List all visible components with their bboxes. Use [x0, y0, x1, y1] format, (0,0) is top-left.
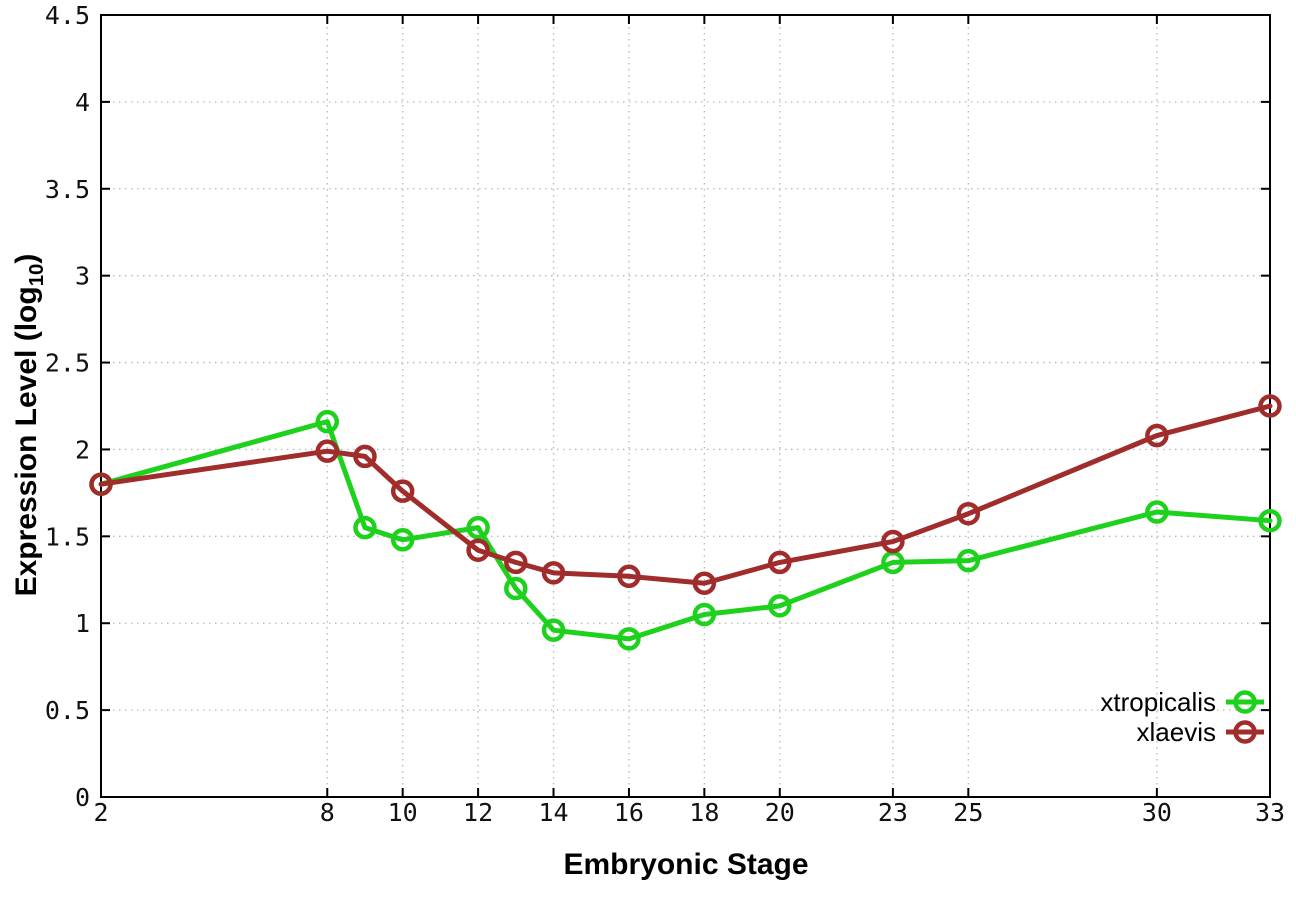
y-tick-label: 0 [75, 783, 90, 812]
legend-marker-xtropicalis [1233, 690, 1257, 714]
y-tick-label: 3.5 [45, 175, 90, 204]
x-tick-label: 25 [953, 798, 983, 827]
data-point-xtropicalis [1258, 508, 1282, 533]
data-point-xlaevis [353, 444, 377, 469]
y-tick-label: 4.5 [45, 1, 90, 30]
x-tick-label: 2 [93, 798, 108, 827]
x-tick-label: 30 [1142, 798, 1172, 827]
x-tick-label: 18 [689, 798, 719, 827]
data-point-xlaevis [881, 529, 905, 554]
data-point-xtropicalis [541, 618, 566, 642]
x-tick-label: 23 [878, 798, 908, 827]
y-tick-label: 1.5 [45, 522, 90, 551]
data-point-xtropicalis [617, 627, 641, 651]
data-point-xlaevis [768, 550, 792, 575]
x-tick-label: 10 [388, 798, 418, 827]
y-axis-title-text: Expression Level (log [10, 286, 43, 597]
data-point-xlaevis [390, 479, 415, 503]
data-point-xtropicalis [1145, 500, 1169, 524]
data-point-xtropicalis [956, 548, 981, 573]
data-point-xlaevis [504, 550, 528, 575]
series-line-xtropicalis [98, 419, 1273, 642]
y-axis-title-close: ) [10, 253, 43, 264]
x-tick-label: 16 [614, 798, 644, 827]
y-axis-title: Expression Level (log10) [10, 253, 48, 597]
y-tick-label: 0.5 [45, 696, 90, 725]
legend-marker-xlaevis [1233, 720, 1257, 744]
x-tick-label: 8 [320, 798, 335, 827]
data-point-xtropicalis [504, 576, 528, 601]
data-point-xtropicalis [315, 409, 340, 434]
data-point-xlaevis [617, 564, 641, 589]
data-point-xlaevis [692, 571, 717, 596]
x-tick-label: 12 [463, 798, 493, 827]
plot-border [100, 14, 1271, 798]
y-axis-title-subscript: 10 [26, 263, 48, 287]
data-point-xlaevis [315, 439, 340, 463]
data-point-xtropicalis [390, 528, 415, 552]
data-point-xlaevis [1258, 394, 1282, 418]
x-axis-title: Embryonic Stage [563, 848, 809, 881]
series-line-xlaevis [98, 403, 1273, 586]
data-point-xlaevis [466, 538, 490, 562]
x-tick-label: 33 [1255, 798, 1285, 827]
x-tick-label: 20 [765, 798, 795, 827]
y-tick-label: 2.5 [45, 349, 90, 378]
data-point-xlaevis [1145, 423, 1169, 448]
legend-label-xlaevis: xlaevis [1137, 717, 1216, 747]
data-point-xtropicalis [466, 515, 490, 540]
y-tick-label: 2 [75, 435, 90, 464]
data-point-xtropicalis [353, 515, 377, 540]
y-tick-label: 1 [75, 609, 90, 638]
x-tick-label: 14 [538, 798, 568, 827]
data-point-xlaevis [89, 472, 113, 496]
data-point-xlaevis [541, 561, 566, 585]
data-point-xlaevis [956, 501, 981, 526]
data-point-xtropicalis [692, 602, 717, 627]
data-point-xtropicalis [768, 594, 792, 618]
y-tick-label: 3 [75, 262, 90, 291]
legend-label-xtropicalis: xtropicalis [1100, 687, 1216, 717]
y-tick-label: 4 [75, 88, 90, 117]
